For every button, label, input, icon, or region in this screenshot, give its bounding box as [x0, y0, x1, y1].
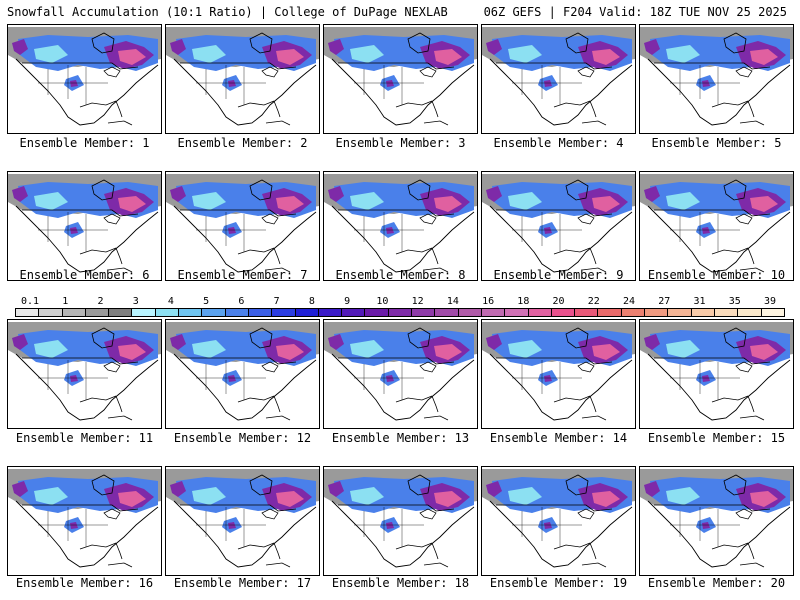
ensemble-member-map — [7, 466, 162, 576]
ensemble-member-map — [481, 466, 636, 576]
colorbar-segment — [738, 309, 762, 316]
map-title: Snowfall Accumulation (10:1 Ratio) | Col… — [7, 5, 448, 19]
colorbar-tick: 16 — [482, 296, 495, 307]
colorbar-tick: 31 — [693, 296, 706, 307]
ensemble-member-map — [323, 24, 478, 134]
colorbar-segment — [528, 309, 552, 316]
colorbar-tick: 10 — [376, 296, 389, 307]
colorbar-tick: 3 — [132, 296, 139, 307]
colorbar-tick: 27 — [658, 296, 671, 307]
colorbar-segment — [714, 309, 739, 316]
ensemble-member-map — [165, 171, 320, 281]
colorbar-segment — [668, 309, 692, 316]
colorbar-segment — [645, 309, 669, 316]
colorbar-segment — [412, 309, 436, 316]
colorbar-segment — [481, 309, 506, 316]
ensemble-member-label: Ensemble Member: 1 — [19, 136, 150, 150]
colorbar-tick: 12 — [411, 296, 424, 307]
ensemble-member-map — [639, 24, 794, 134]
ensemble-member-map — [7, 319, 162, 429]
colorbar-segment — [202, 309, 226, 316]
colorbar-segment — [458, 309, 482, 316]
colorbar-tick: 39 — [763, 296, 777, 307]
colorbar-segment — [16, 309, 40, 316]
colorbar-segment — [435, 309, 459, 316]
colorbar-tick: 0.1 — [20, 296, 40, 307]
colorbar-tick: 6 — [238, 296, 245, 307]
colorbar-segment — [621, 309, 646, 316]
colorbar-segment — [295, 309, 319, 316]
snowfall-colorbar — [15, 308, 785, 317]
colorbar-tick: 9 — [344, 296, 351, 307]
colorbar-tick: 8 — [308, 296, 315, 307]
colorbar-segment — [342, 309, 366, 316]
colorbar-segment — [598, 309, 622, 316]
colorbar-tick: 4 — [167, 296, 174, 307]
colorbar-segment — [691, 309, 715, 316]
ensemble-member-label: Ensemble Member: 2 — [177, 136, 308, 150]
ensemble-member-label: Ensemble Member: 13 — [331, 431, 470, 445]
ensemble-member-label: Ensemble Member: 5 — [651, 136, 782, 150]
ensemble-member-map — [639, 466, 794, 576]
colorbar-tick: 18 — [517, 296, 530, 307]
ensemble-member-label: Ensemble Member: 14 — [489, 431, 628, 445]
ensemble-member-map — [481, 24, 636, 134]
colorbar-tick: 5 — [203, 296, 210, 307]
ensemble-member-label: Ensemble Member: 17 — [173, 576, 312, 590]
ensemble-member-label: Ensemble Member: 10 — [647, 268, 786, 282]
ensemble-member-map — [481, 171, 636, 281]
ensemble-member-map — [481, 319, 636, 429]
ensemble-member-map — [7, 171, 162, 281]
colorbar-segment — [388, 309, 413, 316]
colorbar-segment — [109, 309, 133, 316]
colorbar-segment — [575, 309, 599, 316]
ensemble-member-label: Ensemble Member: 3 — [335, 136, 466, 150]
ensemble-member-map — [323, 319, 478, 429]
ensemble-member-label: Ensemble Member: 7 — [177, 268, 308, 282]
ensemble-member-map — [165, 24, 320, 134]
ensemble-member-map — [323, 466, 478, 576]
ensemble-member-label: Ensemble Member: 6 — [19, 268, 150, 282]
ensemble-member-label: Ensemble Member: 9 — [493, 268, 624, 282]
ensemble-member-label: Ensemble Member: 4 — [493, 136, 624, 150]
ensemble-member-map — [7, 24, 162, 134]
ensemble-member-label: Ensemble Member: 18 — [331, 576, 470, 590]
colorbar-segment — [132, 309, 156, 316]
colorbar-segment — [62, 309, 86, 316]
colorbar-segment — [85, 309, 110, 316]
ensemble-member-label: Ensemble Member: 20 — [647, 576, 786, 590]
colorbar-segment — [505, 309, 529, 316]
colorbar-tick: 35 — [728, 296, 741, 307]
ensemble-member-map — [165, 466, 320, 576]
colorbar-tick: 7 — [273, 296, 280, 307]
ensemble-member-map — [639, 171, 794, 281]
colorbar-tick: 22 — [587, 296, 600, 307]
ensemble-member-label: Ensemble Member: 11 — [15, 431, 154, 445]
colorbar-segment — [39, 309, 63, 316]
colorbar-segment — [551, 309, 576, 316]
model-run-valid-time: 06Z GEFS | F204 Valid: 18Z TUE NOV 25 20… — [483, 5, 787, 19]
ensemble-member-map — [323, 171, 478, 281]
ensemble-member-map — [639, 319, 794, 429]
colorbar-segment — [155, 309, 180, 316]
colorbar-tick: 20 — [552, 296, 565, 307]
colorbar-segment — [225, 309, 249, 316]
colorbar-tick: 14 — [446, 296, 459, 307]
colorbar-segment — [179, 309, 203, 316]
ensemble-member-label: Ensemble Member: 12 — [173, 431, 312, 445]
colorbar-segment — [365, 309, 389, 316]
ensemble-member-label: Ensemble Member: 8 — [335, 268, 466, 282]
colorbar-segment — [272, 309, 296, 316]
ensemble-member-map — [165, 319, 320, 429]
colorbar-segment — [318, 309, 343, 316]
colorbar-segment — [761, 309, 784, 316]
ensemble-member-label: Ensemble Member: 16 — [15, 576, 154, 590]
colorbar-tick: 1 — [62, 296, 69, 307]
colorbar-tick-labels: 0.1 1 2 3 4 5 6 7 8 9 10 12 14 16 18 20 22 24 27 31 35 39 — [15, 296, 785, 308]
colorbar-segment — [248, 309, 273, 316]
colorbar-tick: 2 — [97, 296, 104, 307]
colorbar-tick: 24 — [623, 296, 636, 307]
ensemble-member-label: Ensemble Member: 15 — [647, 431, 786, 445]
ensemble-member-label: Ensemble Member: 19 — [489, 576, 628, 590]
